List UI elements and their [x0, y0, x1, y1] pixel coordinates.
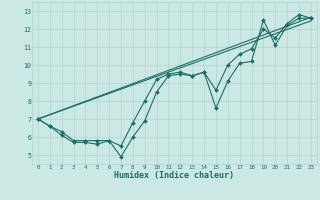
X-axis label: Humidex (Indice chaleur): Humidex (Indice chaleur): [115, 171, 234, 180]
